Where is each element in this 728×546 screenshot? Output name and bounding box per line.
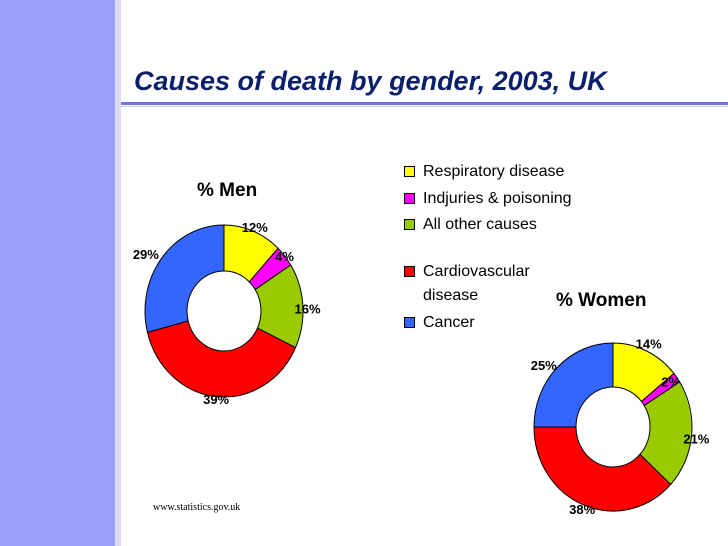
- women-label-cardio: 38%: [569, 502, 595, 517]
- source-url: www.statistics.gov.uk: [153, 502, 241, 513]
- legend-swatch-injuries: [404, 192, 415, 204]
- side-bar: [0, 0, 115, 546]
- men-slice-cardio: [146, 320, 297, 398]
- title-rule-secondary: [121, 106, 728, 107]
- women-slice-cancer: [533, 342, 614, 428]
- men-label-cardio: 39%: [203, 392, 229, 407]
- legend-item-cancer: Cancer: [404, 311, 584, 336]
- men-slice-cancer: [144, 224, 225, 334]
- women-label-cancer: 25%: [531, 358, 557, 373]
- women-chart-title: % Women: [556, 290, 647, 311]
- legend-swatch-other: [404, 219, 415, 230]
- men-label-other: 16%: [295, 301, 321, 316]
- legend-label-injuries: Indjuries & poisoning: [423, 189, 572, 207]
- slide-title: Causes of death by gender, 2003, UK: [134, 66, 607, 96]
- legend-item-respiratory: Respiratory disease: [404, 160, 584, 185]
- legend-label-cardio: Cardiovascular disease: [423, 262, 530, 305]
- legend-item-cardio: Cardiovascular disease: [404, 260, 553, 309]
- men-label-respiratory: 12%: [242, 220, 268, 235]
- legend-label-respiratory: Respiratory disease: [423, 163, 565, 180]
- legend-item-injuries: Indjuries & poisoning: [404, 187, 584, 212]
- women-slice-cardio: [533, 426, 672, 512]
- side-stripe: [115, 0, 121, 546]
- men-label-cancer: 29%: [133, 247, 159, 262]
- women-label-other: 21%: [683, 431, 709, 446]
- women-label-respiratory: 14%: [636, 336, 662, 351]
- legend-label-cancer: Cancer: [423, 313, 475, 331]
- title-rule: [121, 102, 728, 105]
- legend-item-other: All other causes: [404, 213, 584, 238]
- legend-swatch-cardio: [404, 265, 415, 277]
- legend-label-other: All other causes: [423, 216, 537, 233]
- men-chart-title: % Men: [197, 180, 258, 201]
- men-label-injuries: 4%: [275, 249, 294, 264]
- legend: Respiratory disease Indjuries & poisonin…: [404, 160, 584, 337]
- legend-swatch-respiratory: [404, 166, 415, 177]
- legend-swatch-cancer: [404, 316, 415, 328]
